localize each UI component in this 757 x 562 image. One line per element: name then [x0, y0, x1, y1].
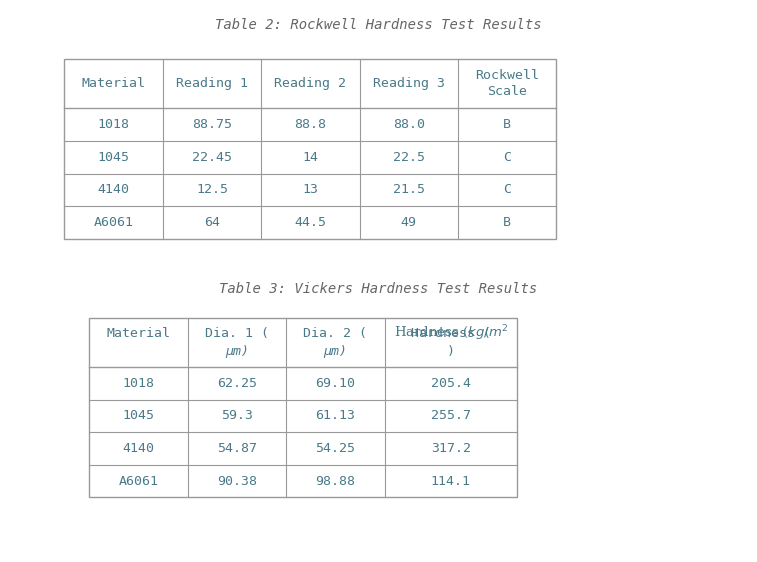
Text: 88.8: 88.8	[294, 118, 326, 132]
Text: C: C	[503, 151, 511, 164]
Text: 1045: 1045	[123, 409, 154, 423]
Text: A6061: A6061	[119, 474, 158, 488]
Text: 22.45: 22.45	[192, 151, 232, 164]
Text: μm): μm)	[225, 345, 249, 357]
Text: 88.0: 88.0	[393, 118, 425, 132]
Text: μm): μm)	[323, 345, 347, 357]
Text: 1045: 1045	[98, 151, 129, 164]
Text: 1018: 1018	[98, 118, 129, 132]
Text: Hardness (: Hardness (	[411, 327, 491, 340]
Text: Table 3: Vickers Hardness Test Results: Table 3: Vickers Hardness Test Results	[220, 283, 537, 296]
Text: 49: 49	[400, 216, 417, 229]
Text: 44.5: 44.5	[294, 216, 326, 229]
Text: 255.7: 255.7	[431, 409, 471, 423]
Text: 62.25: 62.25	[217, 377, 257, 390]
Text: Table 2: Rockwell Hardness Test Results: Table 2: Rockwell Hardness Test Results	[215, 19, 542, 32]
Text: 12.5: 12.5	[196, 183, 228, 197]
Text: 1018: 1018	[123, 377, 154, 390]
Text: 14: 14	[302, 151, 319, 164]
Text: Rockwell: Rockwell	[475, 69, 539, 82]
Text: 4140: 4140	[123, 442, 154, 455]
Text: B: B	[503, 118, 511, 132]
Text: Hardness ($kg/m^2$: Hardness ($kg/m^2$	[394, 324, 508, 343]
Text: 90.38: 90.38	[217, 474, 257, 488]
Text: C: C	[503, 183, 511, 197]
Text: 61.13: 61.13	[316, 409, 355, 423]
Text: Reading 2: Reading 2	[274, 77, 347, 90]
Text: B: B	[503, 216, 511, 229]
Bar	[89, 318, 517, 497]
Text: 22.5: 22.5	[393, 151, 425, 164]
Text: 4140: 4140	[98, 183, 129, 197]
Text: 59.3: 59.3	[221, 409, 253, 423]
Text: Reading 3: Reading 3	[372, 77, 445, 90]
Text: 21.5: 21.5	[393, 183, 425, 197]
Text: Dia. 1 (: Dia. 1 (	[205, 327, 269, 340]
Text: 205.4: 205.4	[431, 377, 471, 390]
Text: 64: 64	[204, 216, 220, 229]
Text: Scale: Scale	[488, 85, 527, 98]
Text: 98.88: 98.88	[316, 474, 355, 488]
Text: Dia. 2 (: Dia. 2 (	[304, 327, 367, 340]
Text: ): )	[447, 345, 455, 357]
Text: 88.75: 88.75	[192, 118, 232, 132]
Bar	[64, 59, 556, 239]
Text: A6061: A6061	[94, 216, 133, 229]
Text: 114.1: 114.1	[431, 474, 471, 488]
Text: 317.2: 317.2	[431, 442, 471, 455]
Text: 13: 13	[302, 183, 319, 197]
Text: 69.10: 69.10	[316, 377, 355, 390]
Text: Material: Material	[107, 327, 170, 340]
Text: 54.25: 54.25	[316, 442, 355, 455]
Text: Reading 1: Reading 1	[176, 77, 248, 90]
Text: Material: Material	[82, 77, 145, 90]
Text: 54.87: 54.87	[217, 442, 257, 455]
